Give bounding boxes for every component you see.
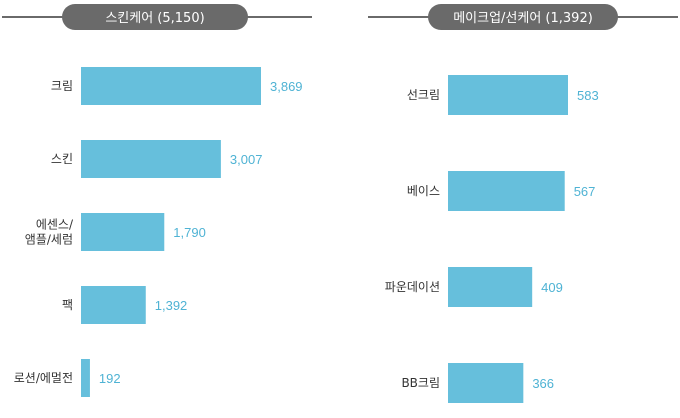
makeup-category-label-1: 베이스: [407, 184, 440, 198]
makeup-value-label-1: 567: [574, 184, 596, 199]
makeup-value-label-2: 409: [541, 280, 563, 295]
skincare-category-label-2-line-0: 에센스/: [36, 218, 74, 232]
skincare-category-label-1: 스킨: [51, 152, 73, 166]
skincare-value-label-4: 192: [99, 371, 121, 386]
skincare-bar-0: [81, 67, 261, 105]
skincare-bar-1: [81, 140, 221, 178]
skincare-value-label-0: 3,869: [270, 79, 303, 94]
makeup-title: 메이크업/선케어 (1,392): [453, 11, 593, 26]
makeup-bar-0: [448, 75, 568, 115]
skincare-bar-4: [81, 359, 90, 397]
makeup-bar-1: [448, 171, 565, 211]
skincare-category-label-4: 로션/에멀전: [14, 371, 73, 385]
skincare-value-label-3: 1,392: [155, 298, 188, 313]
skincare-value-label-1: 3,007: [230, 152, 263, 167]
skincare-bars: 3,869 크림 3,007 스킨 1,790 에센스/앰플/세럼 1,392 팩 192 로션/…: [14, 67, 303, 397]
skincare-value-label-2: 1,790: [173, 225, 206, 240]
skincare-category-label-3: 팩: [62, 298, 73, 312]
skincare-bar-3: [81, 286, 146, 324]
makeup-panel: 메이크업/선케어 (1,392) 583 선크림 567 베이스 409 파운데이션 366…: [368, 4, 678, 403]
skincare-panel: 스킨케어 (5,150) 3,869 크림 3,007 스킨 1,790 에센스/앰플/세…: [2, 4, 312, 397]
skincare-category-label-2-line-1: 앰플/세럼: [25, 233, 73, 247]
makeup-bar-3: [448, 363, 524, 403]
skincare-title: 스킨케어 (5,150): [105, 11, 204, 26]
makeup-category-label-3: BB크림: [401, 376, 440, 390]
makeup-category-label-2: 파운데이션: [385, 280, 440, 294]
makeup-value-label-0: 583: [577, 88, 599, 103]
makeup-bar-2: [448, 267, 533, 307]
makeup-value-label-3: 366: [532, 376, 554, 391]
makeup-title-pill: [428, 4, 618, 30]
skincare-category-label-0: 크림: [51, 79, 73, 93]
makeup-bars: 583 선크림 567 베이스 409 파운데이션 366 BB크림: [385, 75, 599, 403]
skincare-title-pill: [62, 4, 248, 30]
makeup-category-label-0: 선크림: [407, 88, 440, 102]
skincare-bar-2: [81, 213, 165, 251]
